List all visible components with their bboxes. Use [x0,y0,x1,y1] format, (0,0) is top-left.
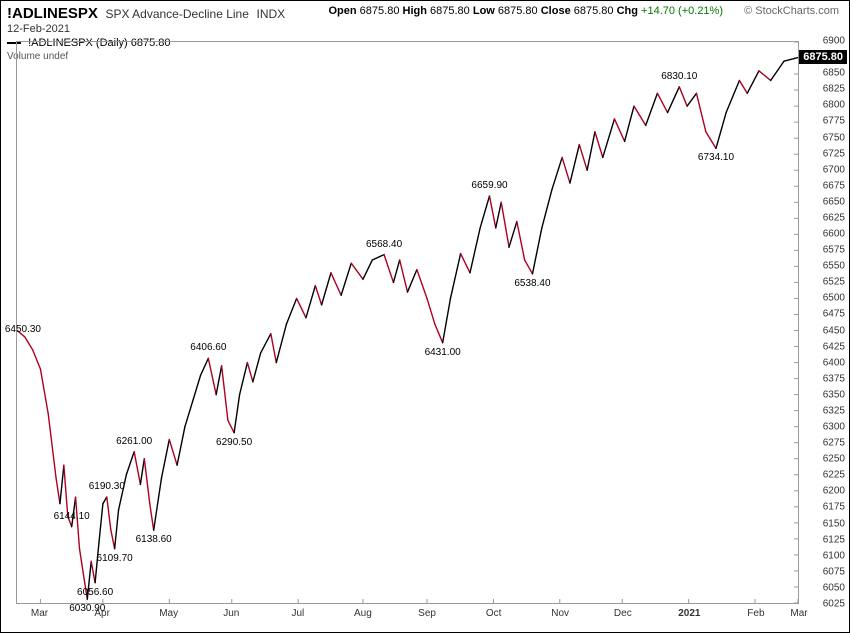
y-tick: 6350 [823,389,845,400]
x-axis: MarAprMayJunJulAugSepOctNovDec2021FebMar [16,608,799,626]
y-tick: 6200 [823,486,845,497]
low-value: 6875.80 [498,5,538,17]
y-tick: 6300 [823,422,845,433]
open-value: 6875.80 [360,5,400,17]
low-label: Low [473,5,495,17]
y-tick: 6525 [823,277,845,288]
date-subheader: 12-Feb-2021 [7,23,70,35]
y-tick: 6325 [823,405,845,416]
y-tick: 6100 [823,550,845,561]
y-tick: 6700 [823,164,845,175]
y-tick: 6025 [823,599,845,610]
x-tick: Apr [94,608,110,619]
y-tick: 6725 [823,148,845,159]
chg-value: +14.70 (+0.21%) [641,5,723,17]
chart-frame: !ADLINESPX SPX Advance-Decline Line INDX… [0,0,850,633]
y-tick: 6275 [823,438,845,449]
y-tick: 6825 [823,84,845,95]
high-value: 6875.80 [430,5,470,17]
y-tick: 6650 [823,196,845,207]
y-tick: 6775 [823,116,845,127]
x-tick: Jun [223,608,239,619]
y-tick: 6250 [823,454,845,465]
y-tick: 6550 [823,261,845,272]
close-label: Close [541,5,571,17]
symbol-description: SPX Advance-Decline Line [105,7,248,21]
x-tick: Nov [551,608,569,619]
y-tick: 6450 [823,325,845,336]
y-tick: 6125 [823,534,845,545]
y-tick: 6075 [823,566,845,577]
x-tick: Mar [31,608,48,619]
chart-header: !ADLINESPX SPX Advance-Decline Line INDX… [7,5,843,21]
y-tick: 6625 [823,212,845,223]
y-tick: 6225 [823,470,845,481]
close-value: 6875.80 [574,5,614,17]
x-tick: Sep [418,608,436,619]
y-tick: 6425 [823,341,845,352]
y-tick: 6175 [823,502,845,513]
y-tick: 6675 [823,180,845,191]
y-tick: 6375 [823,373,845,384]
x-tick: 2021 [678,608,700,619]
y-tick: 6475 [823,309,845,320]
x-tick: Oct [486,608,502,619]
high-label: High [403,5,427,17]
x-tick: Jul [291,608,304,619]
x-tick: Feb [747,608,764,619]
close-price-marker: 6875.80 [799,50,847,64]
symbol: !ADLINESPX [7,5,98,22]
chart-svg [17,42,798,603]
x-tick: Aug [354,608,372,619]
x-tick: Dec [614,608,632,619]
y-tick: 6850 [823,68,845,79]
y-axis: 6025605060756100612561506175620062256250… [801,41,847,604]
x-tick: May [159,608,178,619]
y-tick: 6500 [823,293,845,304]
index-tag: INDX [257,7,286,21]
open-label: Open [328,5,356,17]
y-tick: 6800 [823,100,845,111]
y-tick: 6900 [823,36,845,47]
ohlc-readout: Open 6875.80 High 6875.80 Low 6875.80 Cl… [328,5,723,17]
y-tick: 6750 [823,132,845,143]
y-tick: 6600 [823,229,845,240]
y-tick: 6575 [823,245,845,256]
y-tick: 6400 [823,357,845,368]
y-tick: 6050 [823,582,845,593]
chart-plot-area: 6450.306144.106030.906056.606190.306109.… [16,41,799,604]
y-tick: 6150 [823,518,845,529]
x-tick: Mar [790,608,807,619]
chg-label: Chg [617,5,638,17]
credit-text: © StockCharts.com [744,5,839,17]
